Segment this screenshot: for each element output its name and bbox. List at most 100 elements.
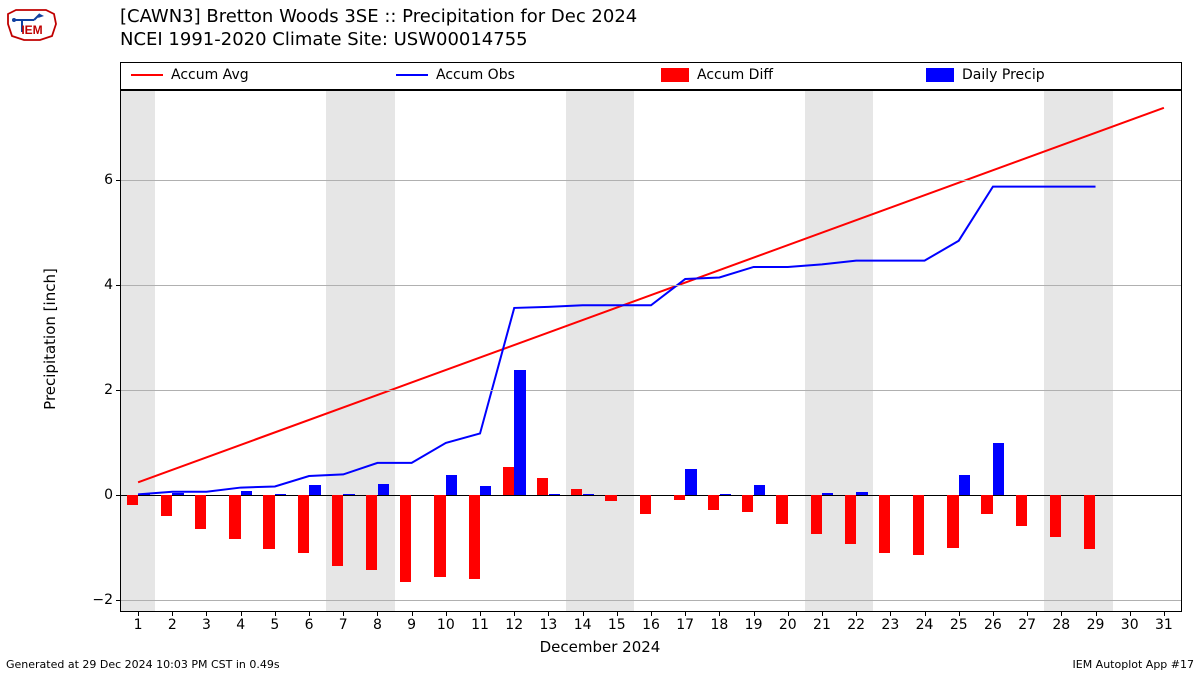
legend-swatch bbox=[926, 68, 954, 82]
xtick-mark bbox=[206, 611, 207, 616]
daily-precip-bar bbox=[172, 493, 183, 496]
xtick-mark bbox=[275, 611, 276, 616]
xtick-label: 6 bbox=[305, 617, 314, 633]
accum-diff-bar bbox=[400, 495, 411, 582]
daily-precip-bar bbox=[275, 494, 286, 495]
xtick-label: 5 bbox=[270, 617, 279, 633]
xtick-mark bbox=[993, 611, 994, 616]
xtick-mark bbox=[1061, 611, 1062, 616]
xtick-label: 28 bbox=[1052, 617, 1070, 633]
xtick-label: 20 bbox=[779, 617, 797, 633]
xtick-mark bbox=[788, 611, 789, 616]
accum-diff-bar bbox=[742, 495, 753, 512]
xtick-mark bbox=[685, 611, 686, 616]
accum-diff-bar bbox=[161, 495, 172, 516]
daily-precip-bar bbox=[446, 475, 457, 495]
accum-diff-bar bbox=[571, 489, 582, 495]
ytick-mark bbox=[116, 390, 121, 391]
accum-avg-line bbox=[138, 108, 1164, 483]
legend-item: Accum Diff bbox=[661, 67, 773, 83]
accum-obs-line bbox=[138, 187, 1095, 495]
y-axis-label: Precipitation [inch] bbox=[41, 259, 59, 419]
iem-logo: IEM bbox=[4, 4, 60, 48]
xtick-label: 11 bbox=[471, 617, 489, 633]
xtick-mark bbox=[925, 611, 926, 616]
xtick-label: 9 bbox=[407, 617, 416, 633]
xtick-mark bbox=[959, 611, 960, 616]
xtick-label: 8 bbox=[373, 617, 382, 633]
ytick-label: 0 bbox=[73, 487, 113, 503]
xtick-label: 14 bbox=[574, 617, 592, 633]
title-line2: NCEI 1991-2020 Climate Site: USW00014755 bbox=[120, 29, 637, 52]
plot-area: −202461234567891011121314151617181920212… bbox=[120, 90, 1182, 612]
accum-diff-bar bbox=[947, 495, 958, 548]
ytick-label: −2 bbox=[73, 592, 113, 608]
xtick-mark bbox=[1164, 611, 1165, 616]
accum-diff-bar bbox=[1084, 495, 1095, 549]
xtick-mark bbox=[343, 611, 344, 616]
xtick-label: 17 bbox=[676, 617, 694, 633]
xtick-mark bbox=[754, 611, 755, 616]
legend-label: Daily Precip bbox=[962, 67, 1045, 83]
legend-item: Daily Precip bbox=[926, 67, 1045, 83]
accum-diff-bar bbox=[708, 495, 719, 510]
xtick-mark bbox=[1027, 611, 1028, 616]
xtick-label: 18 bbox=[710, 617, 728, 633]
xtick-mark bbox=[138, 611, 139, 616]
xtick-label: 25 bbox=[950, 617, 968, 633]
accum-diff-bar bbox=[127, 495, 138, 504]
xtick-label: 29 bbox=[1087, 617, 1105, 633]
accum-diff-bar bbox=[537, 478, 548, 495]
xtick-label: 19 bbox=[745, 617, 763, 633]
xtick-label: 23 bbox=[881, 617, 899, 633]
daily-precip-bar bbox=[856, 492, 867, 496]
xtick-mark bbox=[890, 611, 891, 616]
xtick-label: 24 bbox=[916, 617, 934, 633]
accum-diff-bar bbox=[1016, 495, 1027, 525]
accum-diff-bar bbox=[366, 495, 377, 570]
legend-swatch bbox=[396, 74, 428, 76]
legend-item: Accum Obs bbox=[396, 67, 515, 83]
xtick-label: 16 bbox=[642, 617, 660, 633]
accum-diff-bar bbox=[469, 495, 480, 579]
xtick-label: 31 bbox=[1155, 617, 1173, 633]
accum-diff-bar bbox=[845, 495, 856, 543]
xtick-mark bbox=[309, 611, 310, 616]
accum-diff-bar bbox=[229, 495, 240, 538]
daily-precip-bar bbox=[343, 494, 354, 496]
accum-diff-bar bbox=[879, 495, 890, 553]
xtick-label: 26 bbox=[984, 617, 1002, 633]
accum-diff-bar bbox=[913, 495, 924, 554]
xtick-mark bbox=[241, 611, 242, 616]
accum-diff-bar bbox=[674, 495, 685, 499]
svg-text:IEM: IEM bbox=[21, 23, 42, 37]
daily-precip-bar bbox=[720, 494, 731, 496]
xtick-mark bbox=[651, 611, 652, 616]
xtick-mark bbox=[1130, 611, 1131, 616]
xtick-label: 13 bbox=[539, 617, 557, 633]
xtick-mark bbox=[719, 611, 720, 616]
daily-precip-bar bbox=[549, 494, 560, 495]
xtick-label: 12 bbox=[505, 617, 523, 633]
xtick-mark bbox=[377, 611, 378, 616]
xtick-mark bbox=[617, 611, 618, 616]
accum-diff-bar bbox=[195, 495, 206, 529]
footer-timestamp: Generated at 29 Dec 2024 10:03 PM CST in… bbox=[6, 658, 280, 671]
xtick-mark bbox=[548, 611, 549, 616]
daily-precip-bar bbox=[993, 443, 1004, 496]
xtick-mark bbox=[446, 611, 447, 616]
daily-precip-bar bbox=[309, 485, 320, 496]
accum-diff-bar bbox=[981, 495, 992, 513]
xtick-mark bbox=[856, 611, 857, 616]
daily-precip-bar bbox=[754, 485, 765, 496]
daily-precip-bar bbox=[480, 486, 491, 495]
ytick-label: 4 bbox=[73, 277, 113, 293]
daily-precip-bar bbox=[822, 493, 833, 496]
gridline bbox=[121, 180, 1181, 181]
xtick-label: 22 bbox=[847, 617, 865, 633]
daily-precip-bar bbox=[959, 475, 970, 495]
daily-precip-bar bbox=[583, 494, 594, 496]
legend-item: Accum Avg bbox=[131, 67, 249, 83]
legend-swatch bbox=[131, 74, 163, 76]
xtick-label: 30 bbox=[1121, 617, 1139, 633]
